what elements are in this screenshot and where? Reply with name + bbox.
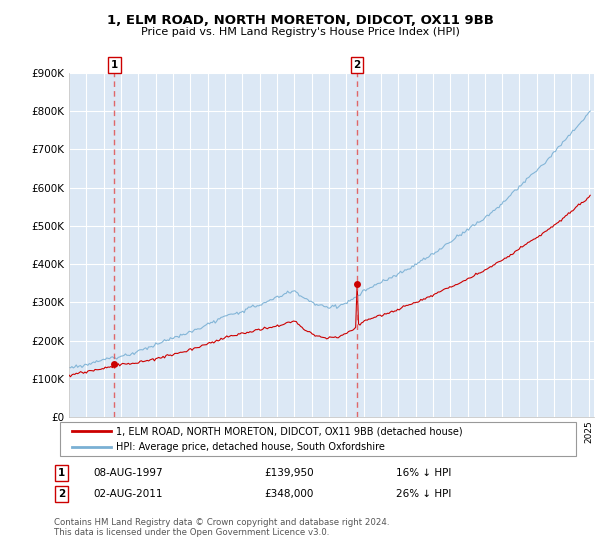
Text: £139,950: £139,950 — [264, 468, 314, 478]
Text: £348,000: £348,000 — [264, 489, 313, 499]
Text: 02-AUG-2011: 02-AUG-2011 — [93, 489, 163, 499]
Text: Contains HM Land Registry data © Crown copyright and database right 2024.
This d: Contains HM Land Registry data © Crown c… — [54, 518, 389, 538]
Text: 08-AUG-1997: 08-AUG-1997 — [93, 468, 163, 478]
Text: 16% ↓ HPI: 16% ↓ HPI — [396, 468, 451, 478]
Text: 1, ELM ROAD, NORTH MORETON, DIDCOT, OX11 9BB (detached house): 1, ELM ROAD, NORTH MORETON, DIDCOT, OX11… — [116, 426, 463, 436]
Text: 1: 1 — [111, 60, 118, 70]
Text: 2: 2 — [353, 60, 361, 70]
Text: Price paid vs. HM Land Registry's House Price Index (HPI): Price paid vs. HM Land Registry's House … — [140, 27, 460, 37]
Text: 26% ↓ HPI: 26% ↓ HPI — [396, 489, 451, 499]
Text: 1, ELM ROAD, NORTH MORETON, DIDCOT, OX11 9BB: 1, ELM ROAD, NORTH MORETON, DIDCOT, OX11… — [107, 14, 493, 27]
Text: 1: 1 — [58, 468, 65, 478]
Text: 2: 2 — [58, 489, 65, 499]
Text: HPI: Average price, detached house, South Oxfordshire: HPI: Average price, detached house, Sout… — [116, 442, 385, 452]
